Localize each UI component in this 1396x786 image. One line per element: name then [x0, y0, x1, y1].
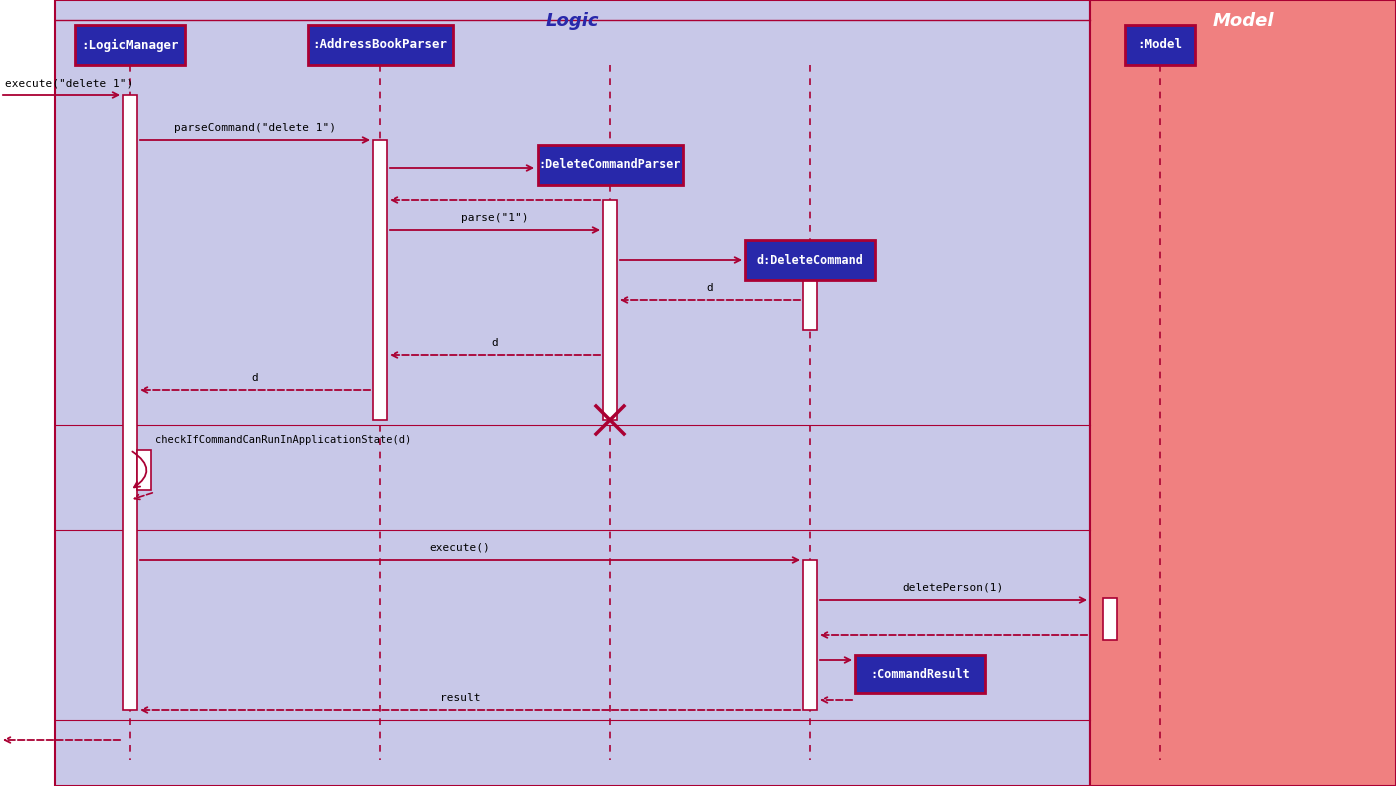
Text: d: d: [251, 373, 258, 383]
Text: parseCommand("delete 1"): parseCommand("delete 1"): [174, 123, 336, 133]
Text: parse("1"): parse("1"): [461, 213, 529, 223]
Bar: [0, 0, 54, 786]
Text: :DeleteCommandParser: :DeleteCommandParser: [539, 159, 681, 171]
Text: d: d: [706, 283, 713, 293]
Bar: [1090, 0, 1396, 786]
Bar: [537, 145, 683, 185]
Bar: [137, 450, 151, 490]
Bar: [745, 240, 875, 280]
Bar: [803, 270, 817, 330]
Bar: [803, 560, 817, 710]
Text: :CommandResult: :CommandResult: [870, 667, 970, 681]
Bar: [123, 95, 137, 710]
Text: execute(): execute(): [430, 543, 490, 553]
Text: Model: Model: [1212, 12, 1273, 30]
Bar: [373, 140, 387, 420]
Text: d: d: [491, 338, 498, 348]
Text: :AddressBookParser: :AddressBookParser: [313, 39, 448, 52]
Text: Logic: Logic: [546, 12, 599, 30]
Text: execute("delete 1"): execute("delete 1"): [6, 78, 133, 88]
Bar: [75, 25, 186, 65]
Text: d:DeleteCommand: d:DeleteCommand: [757, 254, 864, 266]
Bar: [1125, 25, 1195, 65]
Bar: [603, 200, 617, 420]
Text: checkIfCommandCanRunInApplicationState(d): checkIfCommandCanRunInApplicationState(d…: [155, 435, 412, 445]
Bar: [1103, 598, 1117, 640]
Text: :Model: :Model: [1138, 39, 1182, 52]
Text: result: result: [440, 693, 480, 703]
Bar: [307, 25, 452, 65]
Bar: [854, 655, 986, 693]
Text: :LogicManager: :LogicManager: [81, 39, 179, 52]
Bar: [54, 0, 1090, 786]
Text: deletePerson(1): deletePerson(1): [902, 583, 1004, 593]
